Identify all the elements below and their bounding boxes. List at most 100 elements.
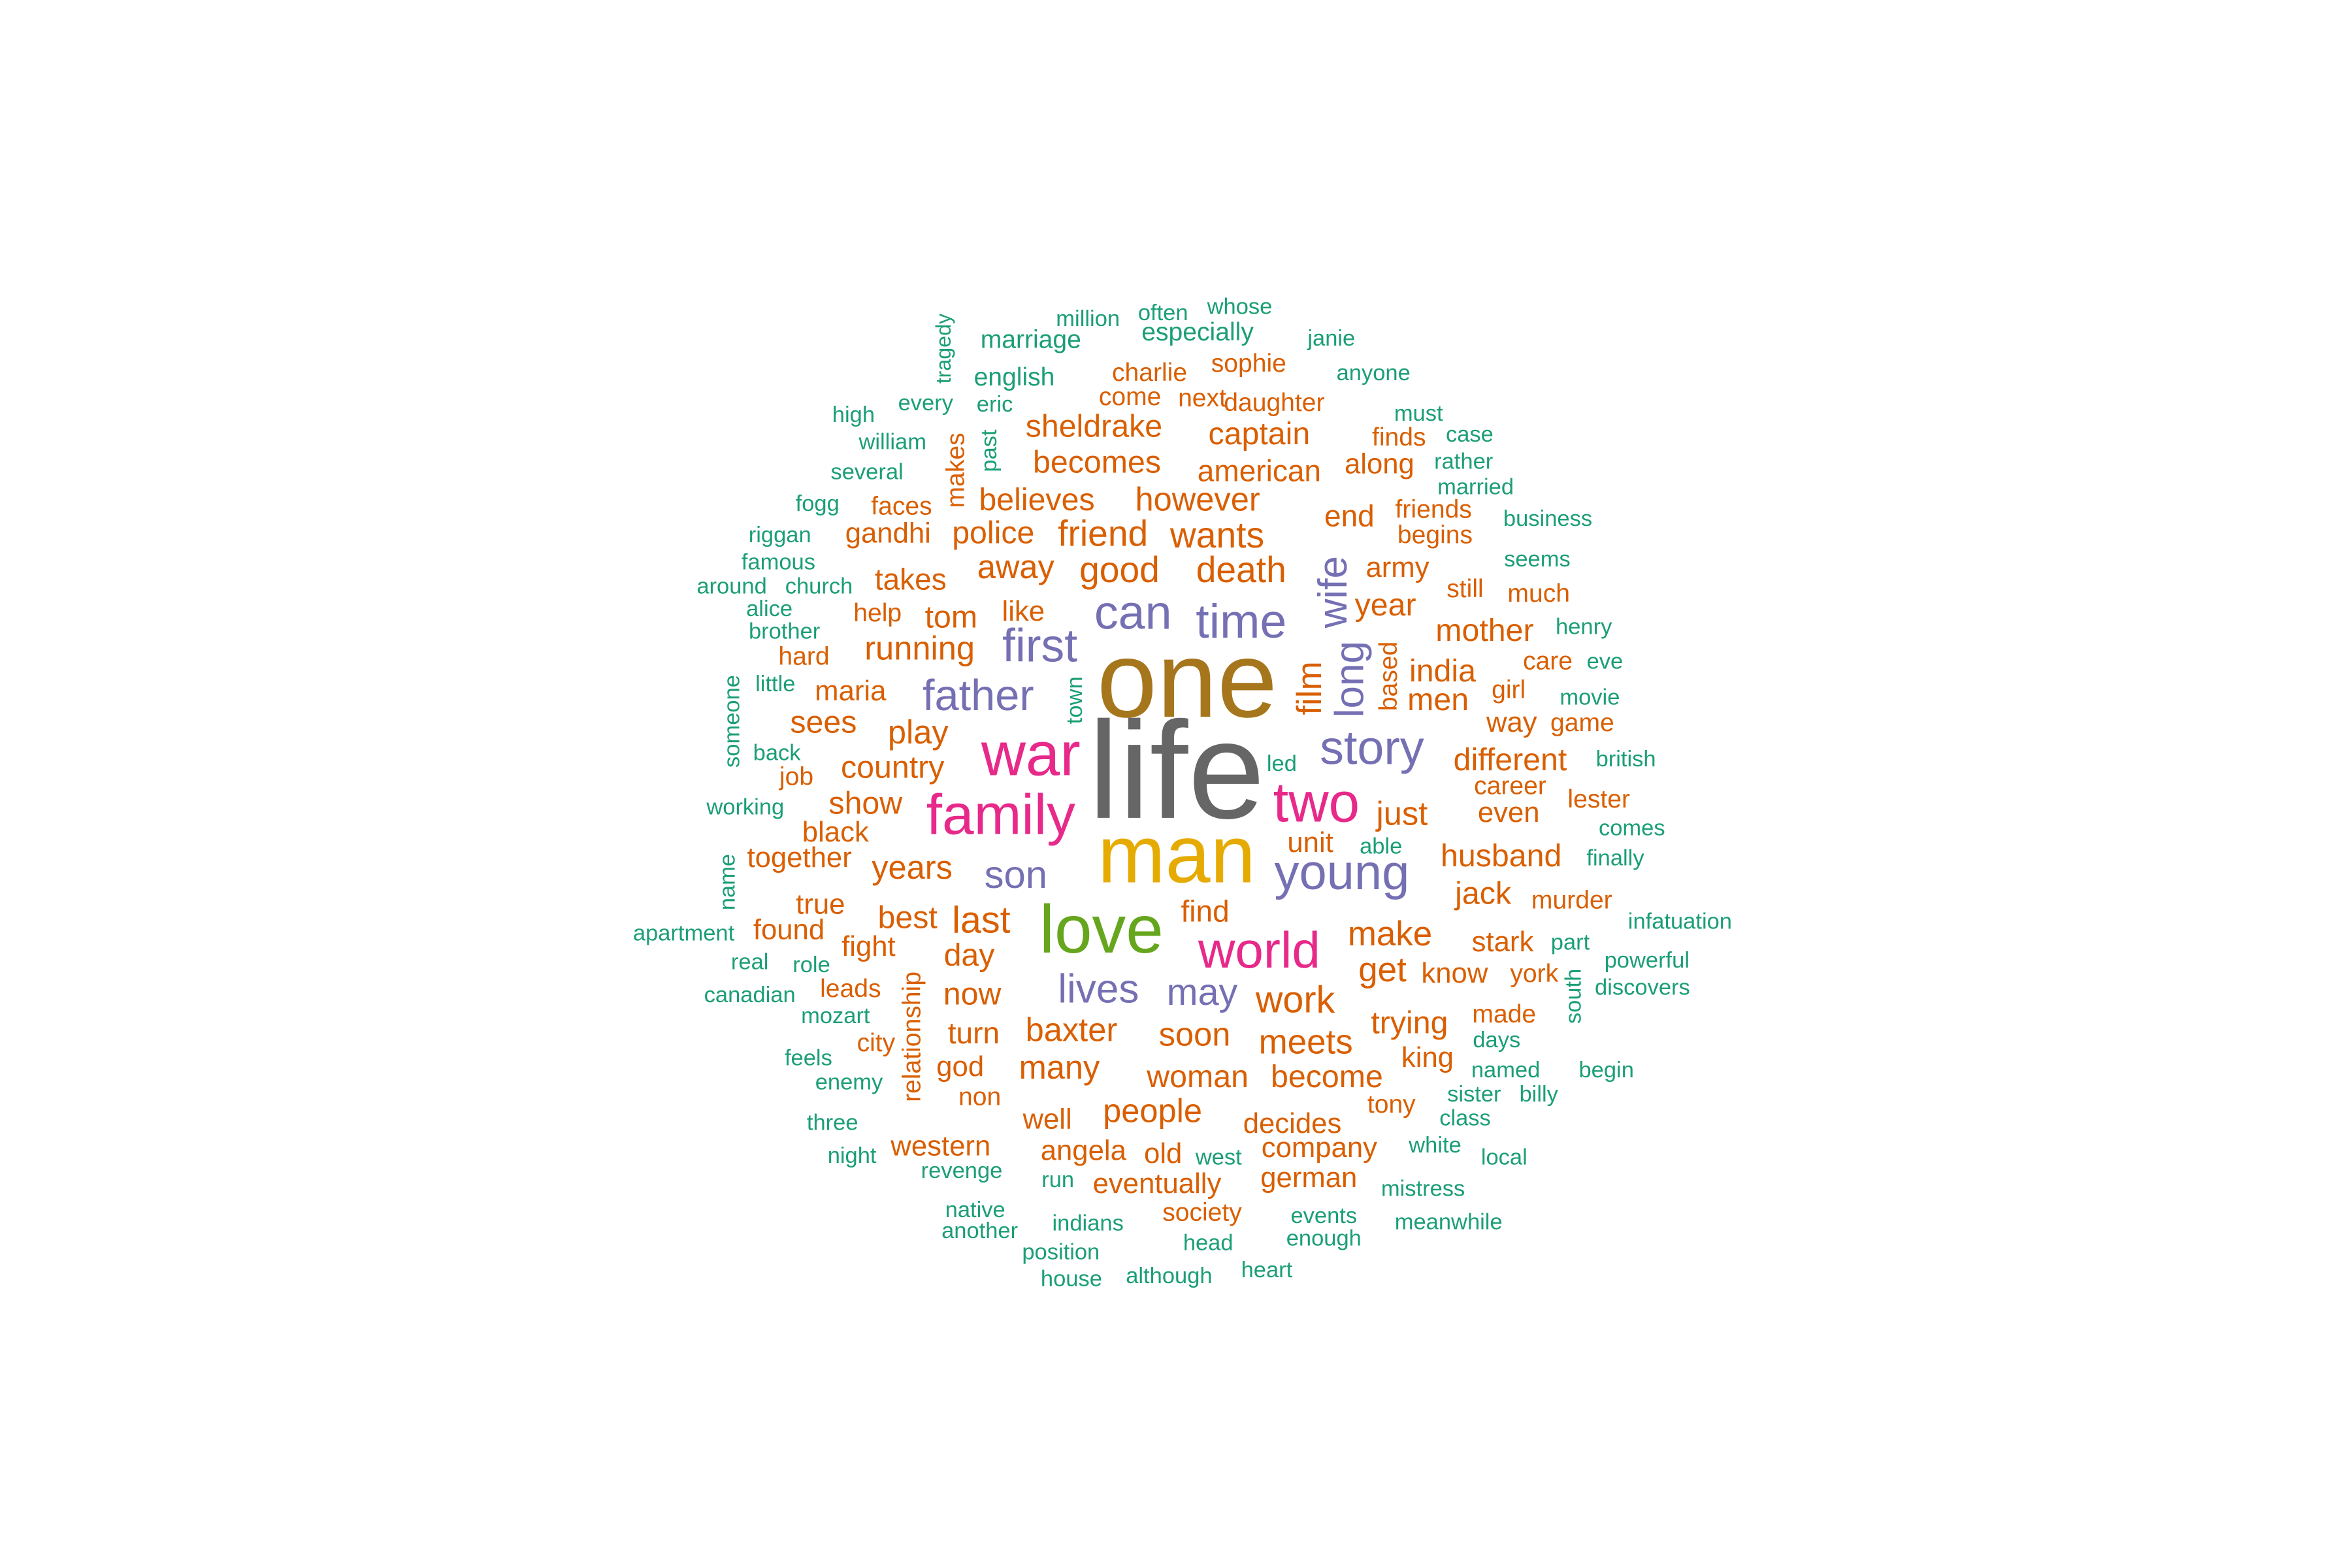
word-police: police	[952, 515, 1034, 551]
word-men: men	[1407, 682, 1469, 717]
word-named: named	[1471, 1058, 1541, 1083]
word-alice: alice	[746, 596, 792, 621]
word-name: name	[715, 854, 740, 910]
word-death: death	[1196, 549, 1286, 590]
word-care: care	[1523, 647, 1573, 676]
word-help: help	[853, 599, 902, 627]
word-native: native	[945, 1198, 1005, 1222]
word-sheldrake: sheldrake	[1026, 408, 1162, 444]
word-finally: finally	[1586, 846, 1644, 871]
word-powerful: powerful	[1605, 948, 1690, 973]
word-leads: leads	[820, 975, 881, 1003]
word-even: even	[1478, 796, 1540, 828]
word-able: able	[1360, 834, 1402, 858]
word-rather: rather	[1434, 449, 1493, 474]
word-must: must	[1394, 401, 1443, 426]
word-murder: murder	[1531, 886, 1612, 914]
word-still: still	[1446, 575, 1483, 603]
word-infatuation: infatuation	[1628, 909, 1732, 934]
word-feels: feels	[785, 1046, 832, 1071]
word-three: three	[807, 1111, 858, 1135]
word-can: can	[1094, 585, 1172, 639]
word-back: back	[753, 741, 802, 766]
word-son: son	[985, 853, 1047, 896]
word-becomes: becomes	[1033, 444, 1161, 480]
word-become: become	[1271, 1059, 1383, 1094]
word-canadian: canadian	[704, 983, 796, 1007]
word-story: story	[1320, 720, 1424, 774]
word-part: part	[1551, 930, 1590, 955]
word-someone: someone	[720, 675, 745, 768]
word-several: several	[830, 460, 903, 485]
word-war: war	[981, 719, 1081, 788]
word-next: next	[1178, 384, 1226, 412]
word-night: night	[828, 1143, 877, 1168]
word-world: world	[1198, 921, 1320, 979]
word-career: career	[1474, 772, 1546, 800]
word-woman: woman	[1146, 1059, 1249, 1094]
word-make: make	[1348, 915, 1432, 953]
word-days: days	[1473, 1028, 1520, 1053]
word-british: british	[1596, 747, 1656, 772]
word-jack: jack	[1454, 876, 1512, 911]
word-much: much	[1507, 580, 1570, 608]
word-way: way	[1486, 706, 1537, 738]
word-often: often	[1138, 301, 1188, 325]
word-first: first	[1002, 619, 1077, 672]
word-revenge: revenge	[921, 1158, 1003, 1183]
word-mother: mother	[1435, 613, 1533, 648]
word-anyone: anyone	[1337, 361, 1411, 385]
word-along: along	[1345, 448, 1414, 480]
word-movie: movie	[1560, 685, 1620, 710]
word-heart: heart	[1241, 1258, 1293, 1282]
word-eric: eric	[977, 392, 1013, 417]
word-business: business	[1503, 506, 1592, 531]
word-made: made	[1472, 1000, 1536, 1028]
word-film: film	[1290, 661, 1329, 715]
word-fight: fight	[841, 930, 896, 962]
word-may: may	[1167, 972, 1238, 1013]
word-mistress: mistress	[1381, 1177, 1465, 1201]
word-however: however	[1135, 481, 1260, 518]
word-non: non	[958, 1083, 1001, 1111]
word-father: father	[923, 672, 1034, 720]
word-american: american	[1198, 454, 1321, 488]
word-god: god	[936, 1051, 984, 1083]
word-german: german	[1260, 1162, 1357, 1194]
word-best: best	[878, 900, 938, 935]
word-soon: soon	[1159, 1015, 1231, 1053]
word-captain: captain	[1209, 416, 1311, 451]
word-day: day	[944, 938, 996, 973]
word-class: class	[1439, 1106, 1491, 1131]
word-away: away	[977, 548, 1055, 585]
word-stark: stark	[1472, 926, 1534, 958]
word-wife: wife	[1311, 556, 1356, 629]
word-angela: angela	[1041, 1135, 1127, 1167]
word-long: long	[1327, 641, 1372, 717]
word-million: million	[1056, 306, 1120, 331]
word-years: years	[872, 849, 953, 886]
word-enough: enough	[1286, 1226, 1362, 1251]
word-get: get	[1358, 951, 1407, 989]
word-south: south	[1561, 969, 1586, 1024]
word-baxter: baxter	[1026, 1011, 1118, 1048]
word-true: true	[796, 888, 845, 920]
word-sees: sees	[790, 704, 857, 740]
word-love: love	[1039, 891, 1164, 967]
word-eve: eve	[1587, 649, 1624, 674]
word-like: like	[1002, 595, 1045, 627]
word-around: around	[696, 574, 766, 598]
word-found: found	[753, 914, 825, 946]
word-past: past	[977, 429, 1002, 472]
word-janie: janie	[1307, 326, 1355, 351]
word-find: find	[1181, 894, 1230, 928]
word-led: led	[1267, 751, 1297, 776]
word-york: york	[1510, 960, 1558, 988]
word-game: game	[1550, 709, 1614, 737]
word-people: people	[1103, 1092, 1202, 1130]
word-trying: trying	[1371, 1005, 1448, 1040]
word-brother: brother	[749, 619, 820, 644]
word-know: know	[1421, 957, 1488, 989]
word-unit: unit	[1287, 826, 1333, 858]
word-working: working	[706, 795, 784, 820]
